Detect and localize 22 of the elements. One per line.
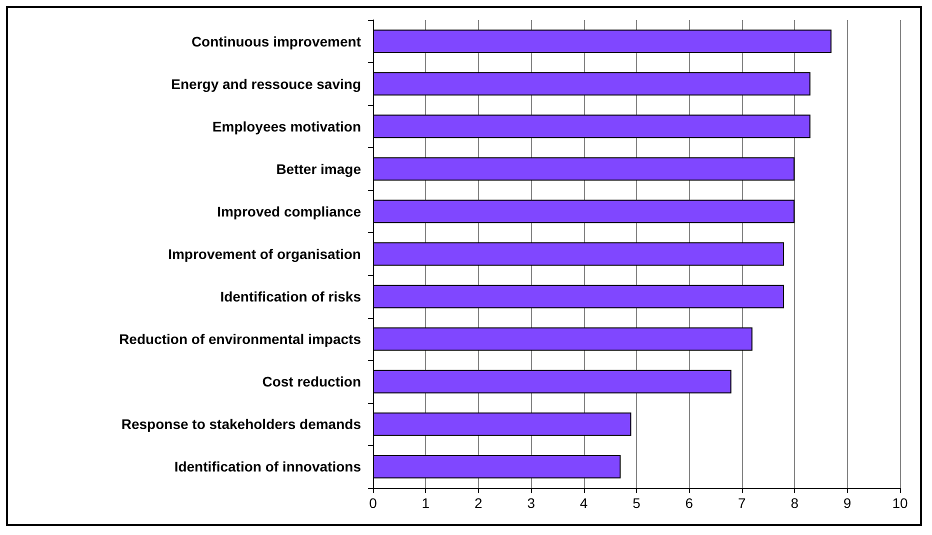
x-tick-label: 5	[632, 495, 641, 511]
x-tick-label: 2	[474, 495, 482, 511]
y-tick-label: Identification of risks	[220, 288, 362, 305]
x-tick-label: 0	[369, 495, 378, 511]
x-tick-label: 9	[843, 495, 852, 511]
x-tick-label: 3	[527, 495, 536, 511]
x-tick-label: 4	[580, 495, 588, 511]
x-tick-label: 7	[738, 495, 746, 511]
y-tick-label: Employees motivation	[212, 118, 361, 134]
x-tick-label: 10	[892, 495, 908, 511]
y-tick-label: Continuous improvement	[191, 33, 362, 50]
y-tick-label: Reduction of environmental impacts	[119, 331, 362, 348]
y-tick-label: Response to stakeholders demands	[121, 416, 362, 432]
y-tick-label: Improved compliance	[217, 203, 362, 220]
x-tick-label: 1	[422, 495, 430, 511]
x-tick-label: 8	[790, 495, 799, 511]
y-tick-label: Better image	[276, 160, 362, 177]
y-tick-label: Cost reduction	[262, 374, 361, 390]
y-tick-label: Energy and ressouce saving	[171, 76, 361, 92]
x-tick-label: 6	[685, 495, 694, 511]
y-tick-label: Improvement of organisation	[168, 246, 361, 262]
y-tick-label: Identification of innovations	[174, 458, 362, 475]
